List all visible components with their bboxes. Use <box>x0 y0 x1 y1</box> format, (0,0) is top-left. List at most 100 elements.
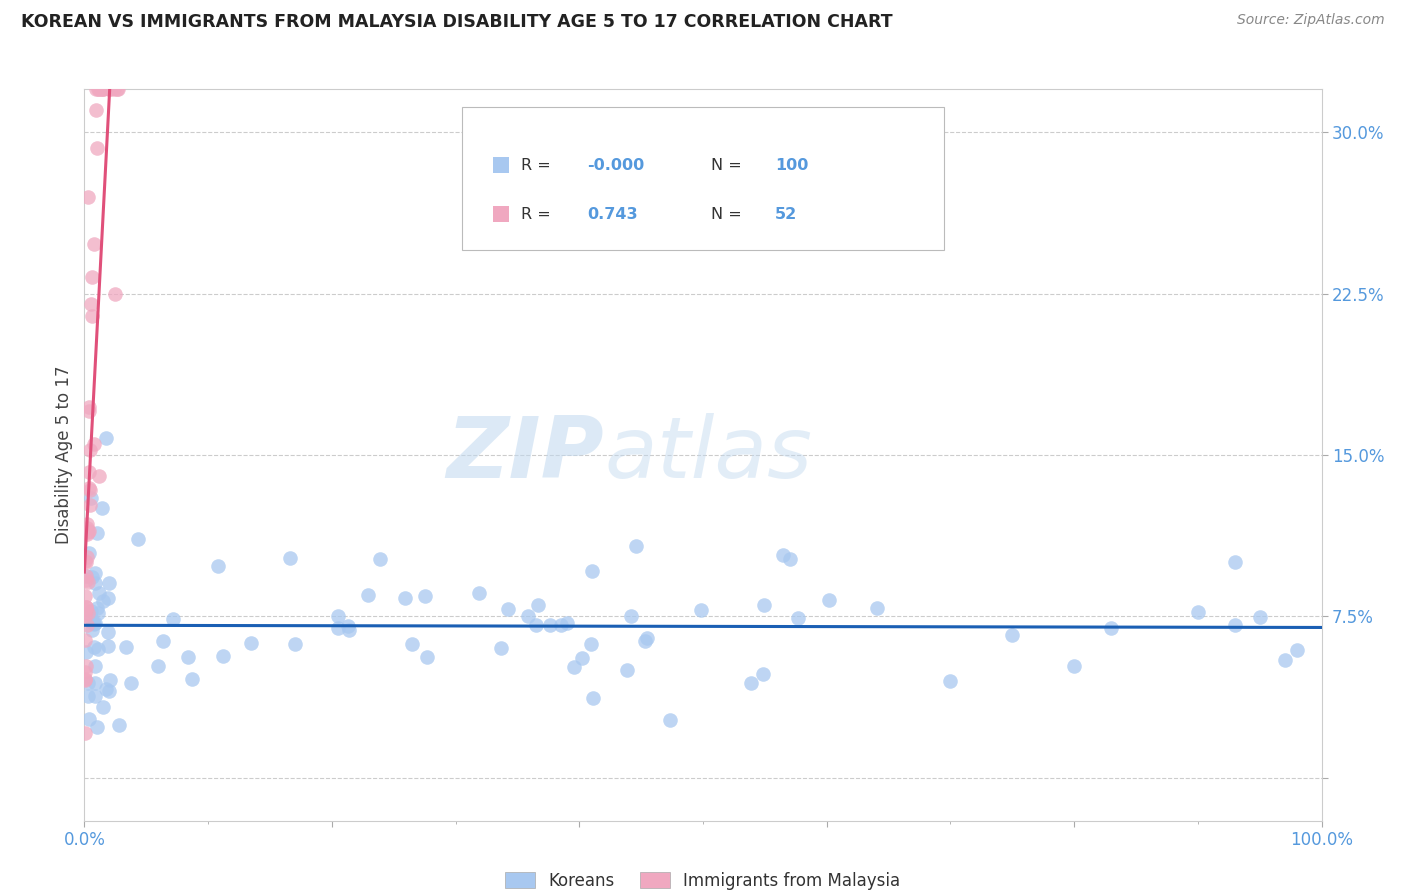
Point <box>326 621 349 635</box>
Text: N =: N = <box>710 158 747 173</box>
Text: ZIP: ZIP <box>446 413 605 497</box>
Point <box>75 573 97 587</box>
Point <box>94 681 117 696</box>
Point <box>83 640 105 655</box>
Point <box>96 431 118 445</box>
Point <box>98 82 121 96</box>
Point <box>489 641 512 656</box>
Point <box>97 625 120 640</box>
Point <box>75 644 97 658</box>
Point <box>582 691 605 706</box>
Point <box>77 524 100 538</box>
Point <box>337 624 360 638</box>
Point <box>73 665 96 680</box>
Point <box>98 575 121 590</box>
Point <box>1063 659 1085 673</box>
Point <box>83 437 105 451</box>
Bar <box>492 206 509 222</box>
Point <box>83 576 105 591</box>
Bar <box>492 157 509 173</box>
Point <box>526 598 548 612</box>
Point <box>79 442 101 457</box>
Point <box>939 673 962 688</box>
Point <box>86 141 108 155</box>
Point <box>105 82 128 96</box>
Point <box>77 190 100 204</box>
Point <box>76 527 98 541</box>
Point <box>740 676 762 690</box>
Point <box>658 713 681 727</box>
Point <box>239 635 262 649</box>
Point <box>80 604 103 618</box>
Point <box>76 549 98 564</box>
Point <box>86 600 108 615</box>
Point <box>394 591 416 605</box>
Point <box>75 673 97 688</box>
Point <box>83 236 105 251</box>
Point <box>82 570 104 584</box>
Point <box>690 603 713 617</box>
Point <box>89 82 111 96</box>
Point <box>97 82 120 96</box>
Text: atlas: atlas <box>605 413 813 497</box>
Point <box>557 616 579 631</box>
Point <box>634 633 657 648</box>
Point <box>77 689 100 703</box>
Point <box>1274 653 1296 667</box>
Point <box>779 552 801 566</box>
Point <box>107 82 129 96</box>
Point <box>97 591 120 605</box>
Point <box>83 675 105 690</box>
Point <box>76 618 98 632</box>
Point <box>357 588 380 602</box>
Point <box>90 501 112 516</box>
Point <box>89 586 111 600</box>
Point <box>80 623 103 637</box>
Point <box>177 650 200 665</box>
Point <box>772 548 794 562</box>
Text: Source: ZipAtlas.com: Source: ZipAtlas.com <box>1237 13 1385 28</box>
Point <box>75 607 97 622</box>
Point <box>127 532 149 546</box>
Text: 52: 52 <box>775 207 797 222</box>
Point <box>77 713 100 727</box>
Point <box>284 637 307 651</box>
Point <box>413 589 436 603</box>
Point <box>75 600 97 615</box>
Point <box>278 551 301 566</box>
Point <box>84 566 107 580</box>
Point <box>87 607 110 621</box>
Point <box>581 565 603 579</box>
Point <box>89 469 111 483</box>
Text: R =: R = <box>522 207 557 222</box>
Point <box>401 637 423 651</box>
FancyBboxPatch shape <box>461 108 945 250</box>
Point <box>75 568 97 582</box>
Point <box>73 554 96 568</box>
Point <box>818 592 841 607</box>
Point <box>75 633 97 648</box>
Point <box>83 659 105 673</box>
Y-axis label: Disability Age 5 to 17: Disability Age 5 to 17 <box>55 366 73 544</box>
Point <box>83 690 105 704</box>
Point <box>83 616 105 631</box>
Point <box>120 676 142 690</box>
Point <box>1001 628 1024 642</box>
Point <box>77 465 100 479</box>
Point <box>80 310 103 324</box>
Point <box>162 612 184 626</box>
Point <box>79 498 101 512</box>
Point <box>752 598 775 612</box>
Point <box>336 618 359 632</box>
Point <box>786 611 808 625</box>
Point <box>82 615 104 630</box>
Point <box>84 82 107 96</box>
Point <box>115 640 138 654</box>
Text: KOREAN VS IMMIGRANTS FROM MALAYSIA DISABILITY AGE 5 TO 17 CORRELATION CHART: KOREAN VS IMMIGRANTS FROM MALAYSIA DISAB… <box>21 13 893 31</box>
Point <box>87 642 110 657</box>
Point <box>103 82 125 96</box>
Point <box>73 589 96 603</box>
Point <box>181 672 204 686</box>
Point <box>866 600 889 615</box>
Point <box>75 555 97 569</box>
